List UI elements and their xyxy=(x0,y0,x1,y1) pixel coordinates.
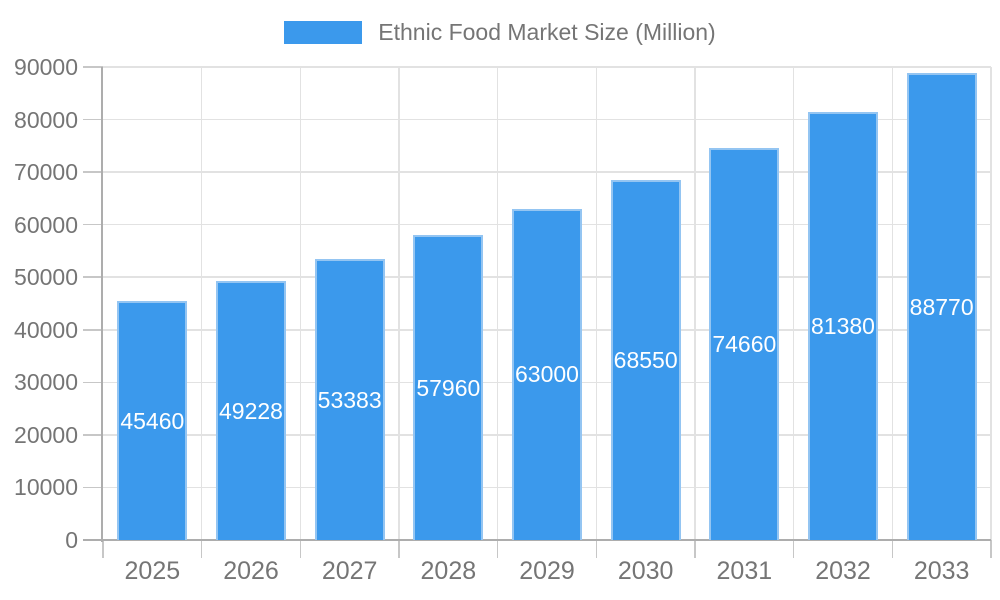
bar-2026[interactable]: 49228 xyxy=(216,281,286,540)
x-tick-label: 2032 xyxy=(815,557,871,585)
x-axis-tick xyxy=(102,540,104,558)
bar-value-label: 68550 xyxy=(613,346,678,373)
y-tick-label: 90000 xyxy=(14,54,78,80)
x-axis-tick xyxy=(200,540,203,558)
bar-2030[interactable]: 68550 xyxy=(610,179,681,540)
bar-value-label: 53383 xyxy=(317,386,382,413)
y-tick-label: 20000 xyxy=(14,421,78,448)
bar-value-label: 81380 xyxy=(811,313,875,340)
v-gridline xyxy=(694,67,696,540)
x-axis-tick xyxy=(891,540,894,558)
bar-value-label: 88770 xyxy=(909,293,974,320)
y-axis-tick xyxy=(83,381,103,384)
v-gridline xyxy=(891,67,894,540)
v-gridline xyxy=(496,67,499,540)
chart-legend[interactable]: Ethnic Food Market Size (Million) xyxy=(0,19,1000,45)
bar-value-label: 63000 xyxy=(515,361,579,388)
v-gridline xyxy=(299,67,302,540)
x-tick-label: 2028 xyxy=(420,557,477,585)
bar-value-label: 57960 xyxy=(416,374,481,401)
y-axis-tick xyxy=(83,434,103,436)
x-axis-tick xyxy=(595,540,598,558)
y-tick-label: 50000 xyxy=(14,264,78,291)
h-gridline xyxy=(103,118,991,121)
y-tick-label: 40000 xyxy=(14,316,78,343)
x-axis-tick xyxy=(990,540,992,558)
x-axis-tick xyxy=(792,540,795,558)
x-axis-tick xyxy=(694,540,696,558)
x-axis-tick xyxy=(299,540,302,558)
legend-label: Ethnic Food Market Size (Million) xyxy=(378,19,716,45)
v-gridline xyxy=(200,67,203,540)
y-tick-label: 0 xyxy=(65,527,78,553)
bar-2028[interactable]: 57960 xyxy=(413,235,484,540)
bar-2033[interactable]: 88770 xyxy=(906,73,977,540)
x-tick-label: 2030 xyxy=(617,557,674,585)
y-axis-tick xyxy=(83,171,103,173)
v-gridline xyxy=(792,67,795,540)
v-gridline xyxy=(398,67,400,540)
x-tick-label: 2027 xyxy=(321,557,378,585)
v-gridline xyxy=(990,67,992,540)
x-tick-label: 2025 xyxy=(124,557,181,585)
y-axis-tick xyxy=(83,118,103,121)
bar-2025[interactable]: 45460 xyxy=(117,301,188,540)
x-axis-tick xyxy=(398,540,400,558)
x-axis-line xyxy=(83,539,991,541)
bar-2032[interactable]: 81380 xyxy=(808,112,878,540)
x-tick-label: 2029 xyxy=(519,557,575,585)
y-axis-tick xyxy=(83,66,103,68)
bar-2031[interactable]: 74660 xyxy=(709,147,780,540)
y-axis-tick xyxy=(83,486,103,489)
y-axis-tick xyxy=(83,276,103,278)
y-axis-line xyxy=(101,67,103,542)
bar-2029[interactable]: 63000 xyxy=(512,208,582,540)
bar-value-label: 49228 xyxy=(219,397,283,424)
y-tick-label: 80000 xyxy=(14,106,78,133)
y-tick-label: 30000 xyxy=(14,369,78,396)
x-tick-label: 2026 xyxy=(223,557,279,585)
bar-2027[interactable]: 53383 xyxy=(314,259,385,540)
y-axis-tick xyxy=(83,223,103,226)
y-axis-tick xyxy=(83,329,103,331)
y-tick-label: 60000 xyxy=(14,211,78,238)
x-axis-tick xyxy=(496,540,499,558)
h-gridline xyxy=(103,66,991,68)
x-tick-label: 2033 xyxy=(913,557,970,585)
bar-value-label: 74660 xyxy=(712,330,777,357)
x-tick-label: 2031 xyxy=(716,557,773,585)
v-gridline xyxy=(595,67,598,540)
legend-swatch xyxy=(284,20,363,44)
y-tick-label: 10000 xyxy=(14,474,78,501)
bar-value-label: 45460 xyxy=(120,407,185,434)
h-gridline xyxy=(103,171,991,173)
y-tick-label: 70000 xyxy=(14,159,78,186)
